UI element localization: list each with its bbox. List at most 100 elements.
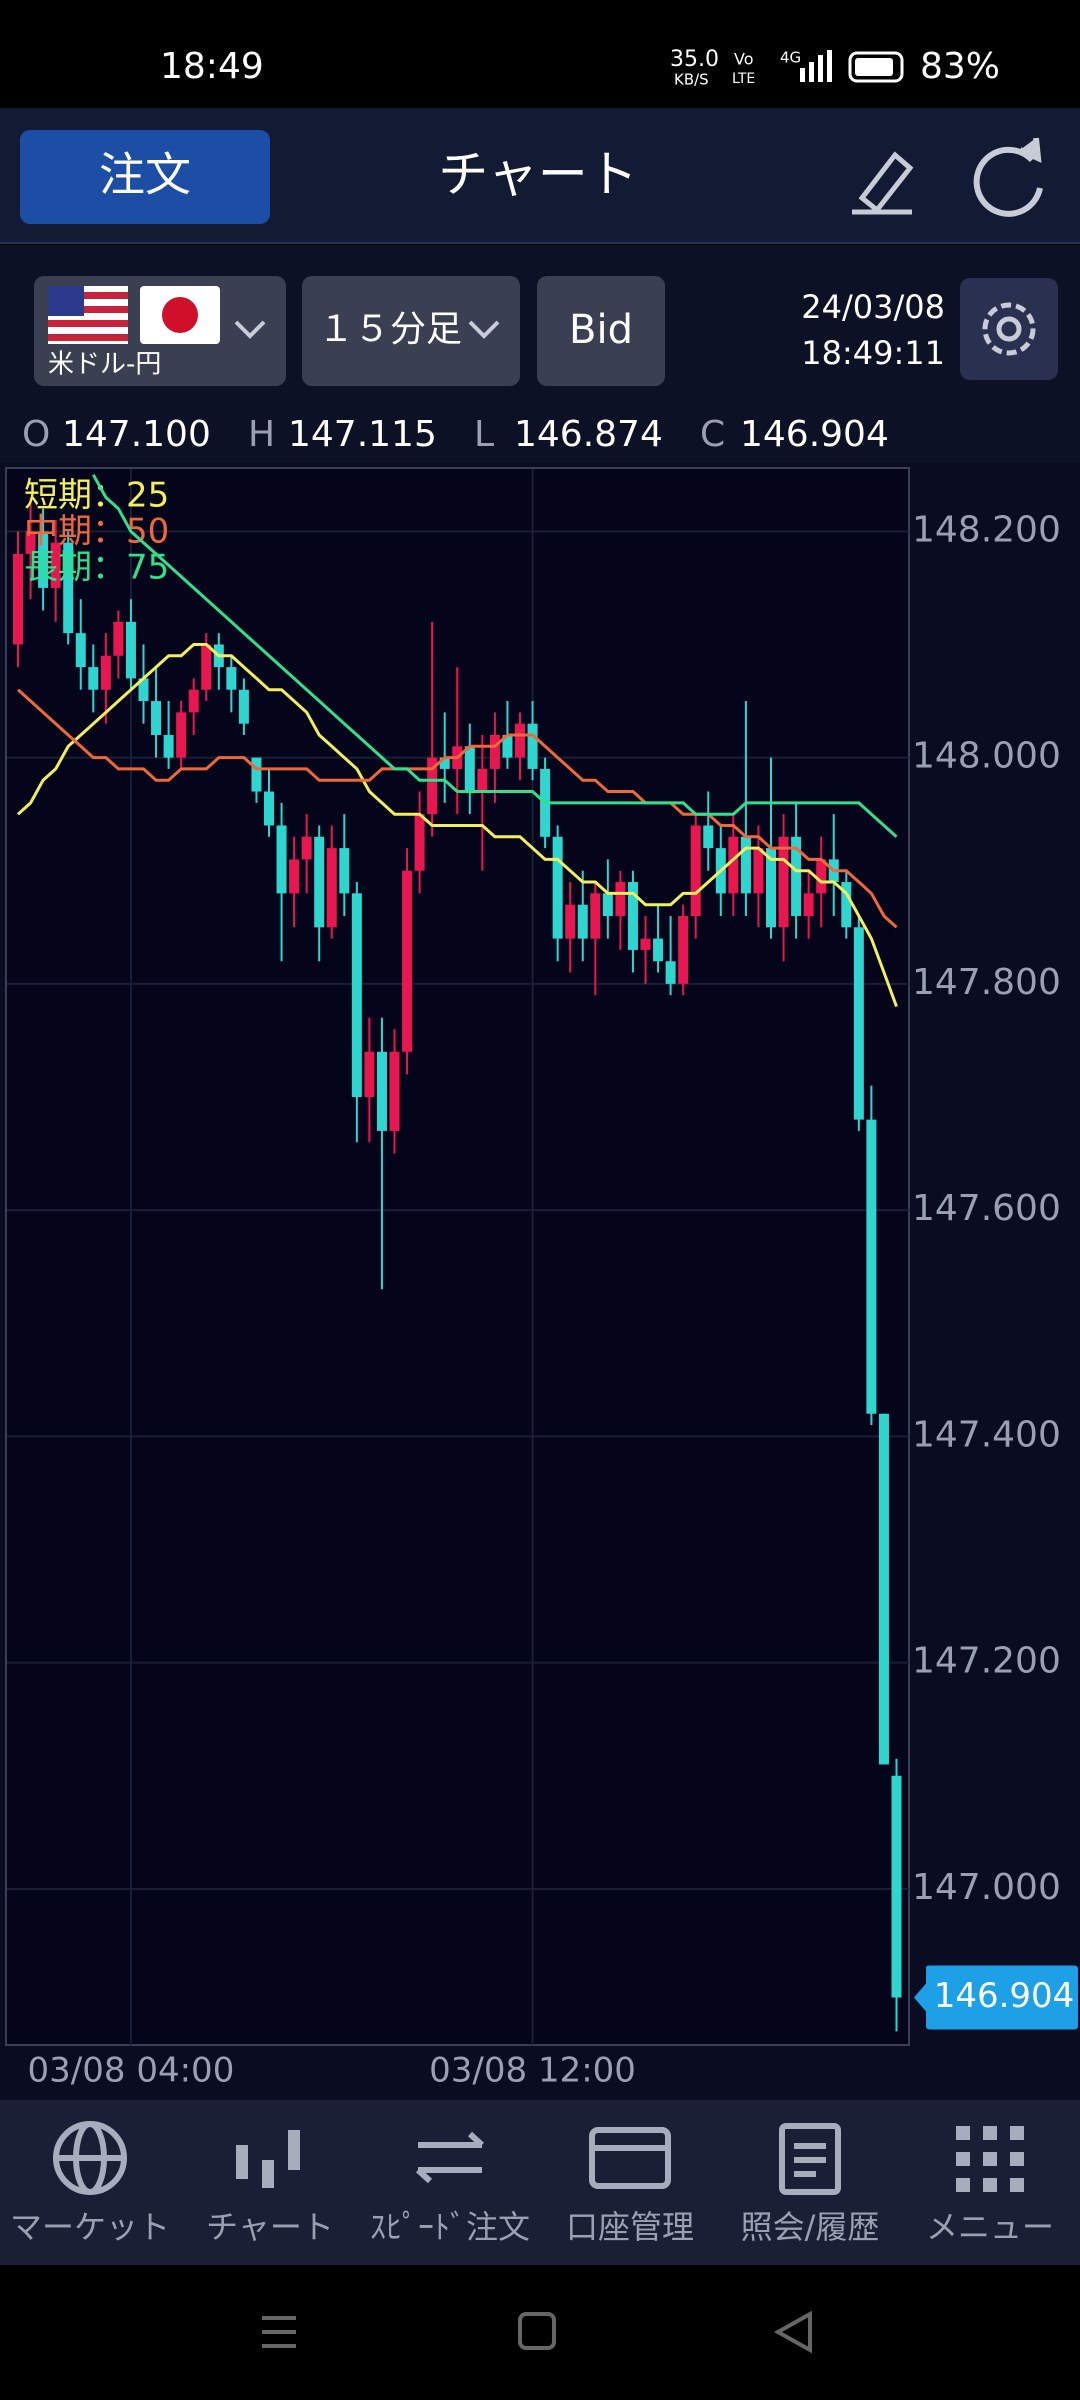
candle-body (176, 712, 187, 758)
chart: 148.200 148.000 147.800 147.600 147.400 147.2… (7, 469, 1078, 2091)
home-button[interactable] (518, 2312, 556, 2350)
nav-label[interactable]: ｽﾋﾟｰﾄﾞ注文 (370, 2208, 530, 2246)
candle-body (389, 1051, 400, 1131)
candle-body (125, 621, 136, 679)
timeframe-label[interactable]: １５分足 (318, 309, 462, 350)
nav-label[interactable]: メニュー (926, 2208, 1054, 2246)
candle-body (740, 836, 751, 894)
candle-body (163, 734, 174, 758)
candle-body (188, 689, 199, 713)
order-button[interactable] (20, 130, 270, 224)
candle-body (640, 938, 651, 950)
price-type-label[interactable]: Bid (569, 307, 633, 353)
price-type-button[interactable] (537, 276, 665, 386)
candle-body (25, 531, 36, 554)
y-tick-label: 147.200 (912, 1641, 1061, 1682)
back-button[interactable] (773, 2310, 812, 2354)
x-tick-label: 03/08 04:00 (28, 2051, 235, 2091)
menu-icon[interactable] (956, 2126, 1024, 2192)
candle-body (201, 644, 212, 690)
ma-line (91, 474, 898, 838)
candle-body (414, 814, 425, 871)
ohlc-key: H (248, 414, 275, 455)
chart-time: 18:49:11 (801, 334, 945, 372)
order-button-label[interactable]: 注文 (99, 148, 191, 202)
nav-label[interactable]: 口座管理 (566, 2208, 694, 2246)
candle-body (766, 848, 776, 928)
timeframe-dropdown-arrow[interactable] (468, 320, 500, 339)
network-speed: 35.0 (670, 47, 719, 72)
candle-body (251, 757, 262, 792)
candle-body (477, 768, 488, 792)
candle-body (841, 882, 852, 928)
candle-body (866, 1119, 877, 1414)
ohlc-values: O 147.100 H 147.115 L 146.874 C 146.904 (22, 414, 889, 455)
ohlc-row (0, 403, 1080, 463)
candle-body (301, 836, 312, 860)
ohlc-value: 146.874 (514, 414, 663, 455)
y-tick-label: 147.000 (912, 1867, 1061, 1908)
candle-body (878, 1413, 889, 1765)
candle-body (665, 961, 676, 984)
network-unit: KB/S (674, 71, 709, 89)
candle-body (502, 734, 513, 758)
candle-body (803, 893, 814, 916)
pair-dropdown-arrow[interactable] (234, 320, 266, 339)
candle-body (238, 689, 249, 724)
candle-body (753, 848, 764, 894)
candle-body (703, 825, 714, 849)
recents-button[interactable] (262, 2316, 296, 2348)
last-price-label: 146.904 (934, 1976, 1075, 2016)
ma-line (16, 643, 898, 1008)
candle-body (527, 723, 538, 769)
bottom-nav (0, 2100, 1080, 2265)
timeframe-selector[interactable] (302, 276, 520, 386)
ohlc-key: O (22, 414, 50, 455)
candle-body (590, 893, 601, 939)
edit-icon[interactable] (852, 151, 914, 215)
candle-body (728, 836, 739, 894)
volte: Vo (734, 50, 754, 69)
y-tick-label: 148.200 (912, 509, 1061, 550)
history-icon[interactable] (779, 2123, 841, 2195)
pair-label: 米ドル-円 (48, 350, 161, 380)
status-time: 18:49 (160, 46, 264, 87)
candle-body (63, 542, 74, 634)
us-flag (48, 286, 128, 344)
settings-icon[interactable] (982, 302, 1036, 356)
signal-icon (800, 50, 832, 82)
market-icon[interactable] (53, 2121, 127, 2195)
candle-body (276, 825, 287, 894)
nav-label[interactable]: チャート (206, 2208, 334, 2246)
battery-level (855, 58, 893, 76)
nav-label[interactable]: マーケット (10, 2208, 170, 2246)
candle-body (113, 621, 124, 656)
system-nav (0, 2265, 1080, 2400)
candle-body (38, 531, 49, 588)
chart-icon[interactable] (236, 2130, 300, 2188)
candle-body (50, 542, 61, 588)
ohlc-key: L (474, 414, 494, 455)
battery-icon (848, 51, 904, 83)
refresh-icon[interactable] (973, 137, 1043, 217)
candle-body (75, 633, 86, 668)
candle-body (653, 938, 664, 962)
candle-body (602, 893, 613, 916)
ohlc-value: 147.115 (288, 414, 437, 455)
nav-label[interactable]: 照会/履歴 (741, 2208, 880, 2246)
speed-order-icon[interactable] (415, 2131, 485, 2184)
battery-percent: 83% (920, 46, 1000, 87)
chart-date: 24/03/08 (801, 288, 945, 326)
candle-body (100, 655, 111, 690)
candle-body (402, 870, 413, 1052)
settings-button[interactable] (960, 278, 1058, 380)
candle-body (151, 701, 162, 735)
candle-body (791, 836, 802, 916)
candle-body (464, 746, 475, 792)
candle-body (289, 859, 300, 894)
account-icon[interactable] (589, 2127, 671, 2189)
ohlc-value: 146.904 (740, 414, 889, 455)
jp-flag (140, 286, 220, 344)
